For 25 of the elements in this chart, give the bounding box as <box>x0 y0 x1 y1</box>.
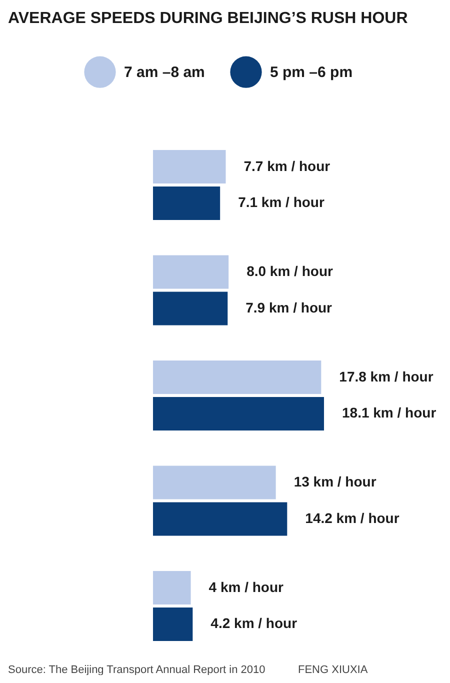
bar <box>153 255 229 289</box>
data-label: 14.2 km / hour <box>305 510 400 526</box>
legend-label: 5 pm –6 pm <box>270 64 353 82</box>
data-label: 18.1 km / hour <box>342 404 437 421</box>
data-label: 17.8 km / hour <box>339 368 434 384</box>
legend-label: 7 am –8 am <box>124 64 205 82</box>
bar <box>153 186 220 220</box>
bar <box>153 150 226 184</box>
bar <box>153 502 288 536</box>
bar <box>153 466 276 500</box>
data-label: 13 km / hour <box>294 474 377 490</box>
source-note: Source: The Beijing Transport Annual Report in 2010 <box>8 664 266 676</box>
data-label: 7.9 km / hour <box>246 299 333 316</box>
bar <box>153 571 191 605</box>
data-label: 7.7 km / hour <box>244 158 331 174</box>
chart-title: AVERAGE SPEEDS DURING BEIJING’S RUSH HOUR <box>8 10 408 27</box>
bar <box>153 292 228 326</box>
bar <box>153 360 322 394</box>
text: FENG XIUXIA <box>298 664 368 676</box>
data-label: 8.0 km / hour <box>246 263 334 280</box>
bar <box>153 607 193 641</box>
data-label: 4 km / hour <box>208 578 284 595</box>
data-label: 4.2 km / hour <box>210 615 298 632</box>
bar <box>153 396 324 430</box>
data-label: 7.1 km / hour <box>238 194 325 210</box>
